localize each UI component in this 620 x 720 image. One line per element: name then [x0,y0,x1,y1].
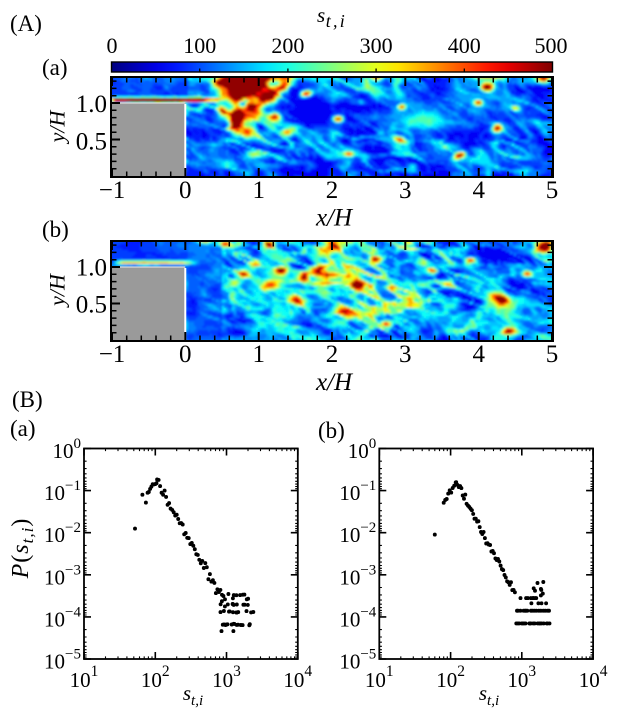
svg-text:300: 300 [360,33,393,58]
svg-text:−1: −1 [99,177,126,204]
svg-text:10−3: 10−3 [339,562,376,589]
svg-text:400: 400 [448,33,481,58]
svg-text:st,i: st,i [317,3,347,31]
svg-text:104: 104 [579,663,608,692]
svg-text:102: 102 [141,663,170,692]
svg-text:−1: −1 [99,341,126,368]
svg-text:st,i: st,i [479,681,499,709]
svg-text:10−2: 10−2 [44,520,81,547]
svg-text:(b): (b) [318,418,345,443]
svg-text:100: 100 [53,436,82,463]
svg-text:0.5: 0.5 [76,292,107,319]
svg-text:104: 104 [283,663,312,692]
svg-text:P(st,i): P(st,i) [8,518,37,580]
svg-text:100: 100 [348,436,377,463]
svg-text:500: 500 [535,33,568,58]
svg-text:0: 0 [179,341,192,368]
svg-text:3: 3 [399,177,412,204]
svg-text:5: 5 [546,341,559,368]
svg-text:(A): (A) [10,11,42,36]
svg-text:3: 3 [399,341,412,368]
svg-text:y/H: y/H [45,273,70,308]
svg-text:5: 5 [546,177,559,204]
svg-text:(b): (b) [42,217,69,242]
svg-text:1: 1 [252,341,265,368]
svg-text:103: 103 [212,663,241,692]
svg-text:101: 101 [70,663,99,692]
svg-text:0: 0 [107,33,118,58]
svg-text:x/H: x/H [315,205,354,232]
svg-text:101: 101 [365,663,394,692]
svg-text:10−1: 10−1 [339,478,376,505]
svg-text:y/H: y/H [45,110,70,145]
svg-text:1.0: 1.0 [76,91,107,118]
svg-text:103: 103 [507,663,536,692]
svg-text:(B): (B) [12,387,43,412]
svg-text:10−4: 10−4 [44,604,81,631]
svg-text:10−2: 10−2 [339,520,376,547]
svg-text:1.0: 1.0 [76,255,107,282]
svg-text:10−1: 10−1 [44,478,81,505]
svg-text:100: 100 [183,33,216,58]
svg-text:4: 4 [472,177,485,204]
svg-text:4: 4 [472,341,485,368]
svg-text:10−4: 10−4 [339,604,376,631]
svg-text:2: 2 [326,341,339,368]
svg-text:2: 2 [326,177,339,204]
svg-text:102: 102 [436,663,465,692]
svg-text:10−3: 10−3 [44,562,81,589]
svg-text:x/H: x/H [315,369,354,396]
svg-text:(a): (a) [10,416,36,441]
svg-text:0.5: 0.5 [76,129,107,156]
svg-text:200: 200 [271,33,304,58]
svg-text:0: 0 [179,177,192,204]
svg-text:st,i: st,i [183,681,203,709]
svg-text:1: 1 [252,177,265,204]
svg-text:(a): (a) [42,55,68,80]
